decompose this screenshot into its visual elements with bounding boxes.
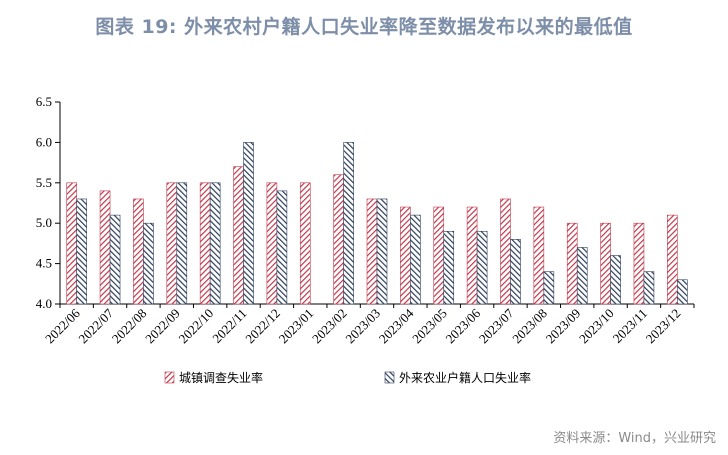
bar-urban xyxy=(199,182,211,305)
x-tick-label: 2023/02 xyxy=(309,306,350,347)
bar-migrant xyxy=(677,279,688,305)
x-tick-label: 2023/04 xyxy=(376,305,417,346)
legend-swatch-urban xyxy=(164,371,175,384)
x-tick-label: 2022/11 xyxy=(209,306,249,346)
bar-urban xyxy=(600,222,611,305)
bar-urban xyxy=(133,198,144,305)
x-tick-label: 2023/12 xyxy=(643,306,684,347)
x-tick-label: 2022/08 xyxy=(109,306,150,347)
bar-urban xyxy=(333,174,344,305)
x-tick-label: 2023/05 xyxy=(409,306,450,347)
x-tick-label: 2023/10 xyxy=(576,306,617,347)
legend-label-migrant: 外来农业户籍人口失业率 xyxy=(399,370,531,385)
bar-migrant xyxy=(410,214,421,305)
source-note: 资料来源：Wind，兴业研究 xyxy=(553,431,716,446)
legend: 城镇调查失业率 外来农业户籍人口失业率 xyxy=(164,370,531,385)
chart-title: 图表 19: 外来农村户籍人口失业率降至数据发布以来的最低值 xyxy=(95,16,633,38)
y-tick-label: 5.5 xyxy=(36,175,52,190)
bar-urban xyxy=(299,182,311,305)
bar-migrant xyxy=(176,182,188,305)
bar-urban xyxy=(99,190,111,305)
bar-migrant xyxy=(343,142,354,305)
bar-urban xyxy=(66,182,77,305)
bar-urban xyxy=(400,206,411,305)
x-tick-label: 2022/07 xyxy=(75,305,116,346)
bar-urban xyxy=(566,222,578,305)
legend-swatch-migrant xyxy=(384,371,395,384)
bar-migrant xyxy=(543,271,555,305)
bar-migrant xyxy=(443,230,455,305)
x-tick-label: 2022/06 xyxy=(42,305,83,346)
legend-label-urban: 城镇调查失业率 xyxy=(179,370,263,385)
bar-urban xyxy=(667,214,678,305)
bar-urban xyxy=(466,206,478,305)
bar-migrant xyxy=(276,190,288,305)
bar-migrant xyxy=(576,247,588,305)
y-tick-label: 6.5 xyxy=(36,94,52,109)
bar-urban xyxy=(166,182,178,305)
bar-migrant xyxy=(476,230,488,305)
bar-urban xyxy=(233,166,244,305)
bar-migrant xyxy=(76,198,87,305)
bar-migrant xyxy=(643,271,655,305)
x-tick-label: 2023/01 xyxy=(276,306,317,347)
bar-migrant xyxy=(376,198,388,305)
x-tick-label: 2023/11 xyxy=(610,306,650,346)
bar-urban xyxy=(266,182,278,305)
x-tick-label: 2023/03 xyxy=(342,306,383,347)
y-tick-label: 4.5 xyxy=(36,256,52,271)
x-tick-label: 2023/07 xyxy=(476,305,517,346)
bar-migrant xyxy=(243,142,254,305)
x-tick-label: 2023/06 xyxy=(442,305,483,346)
x-tick-label: 2023/08 xyxy=(509,306,550,347)
bar-urban xyxy=(500,198,511,305)
y-tick-label: 4.0 xyxy=(36,296,52,311)
y-tick-label: 5.0 xyxy=(36,215,52,230)
y-tick-label: 6.0 xyxy=(36,134,52,149)
bar-migrant xyxy=(143,222,154,305)
bar-urban xyxy=(366,198,378,305)
bar-urban xyxy=(633,222,645,305)
plot-area: 4.04.55.05.56.06.52022/062022/072022/082… xyxy=(36,94,695,347)
bar-migrant xyxy=(510,239,521,305)
bar-urban xyxy=(433,206,445,305)
bar-migrant xyxy=(209,182,221,305)
x-tick-label: 2022/09 xyxy=(142,306,183,347)
x-tick-label: 2022/12 xyxy=(242,306,283,347)
bar-migrant xyxy=(610,255,621,305)
bar-urban xyxy=(533,206,545,305)
bar-migrant xyxy=(109,214,121,305)
x-tick-label: 2022/10 xyxy=(176,306,217,347)
x-tick-label: 2023/09 xyxy=(543,306,584,347)
